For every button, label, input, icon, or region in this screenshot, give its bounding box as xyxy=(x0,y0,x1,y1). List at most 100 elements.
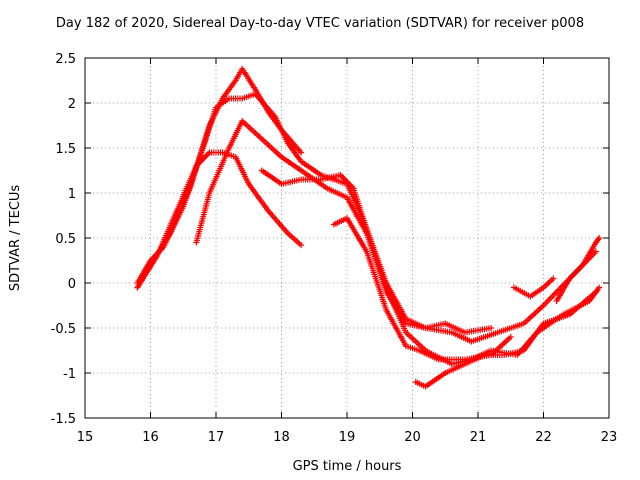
data-point xyxy=(568,277,571,280)
data-point xyxy=(287,142,289,145)
data-point xyxy=(595,250,597,253)
data-point xyxy=(464,363,466,365)
y-tick-label: 0.5 xyxy=(55,232,76,247)
x-tick-label: 22 xyxy=(535,430,552,445)
data-point xyxy=(234,79,237,82)
series-markers xyxy=(258,167,603,367)
data-point xyxy=(490,327,492,329)
data-point xyxy=(568,313,571,316)
series-track-7 xyxy=(412,289,599,390)
data-point xyxy=(424,385,427,388)
x-axis-label: GPS time / hours xyxy=(293,459,402,474)
data-point xyxy=(582,264,584,266)
data-point xyxy=(287,232,289,235)
data-point xyxy=(424,327,427,329)
data-point xyxy=(300,160,302,163)
data-point xyxy=(261,138,263,140)
data-point xyxy=(542,286,545,289)
chart-title: Day 182 of 2020, Sidereal Day-to-day VTE… xyxy=(55,16,585,31)
y-tick-label: -1 xyxy=(63,367,76,382)
data-point xyxy=(451,331,453,334)
data-point xyxy=(513,286,515,289)
data-point xyxy=(523,322,525,325)
data-point xyxy=(339,174,342,176)
data-point xyxy=(300,169,302,172)
data-point xyxy=(437,358,440,361)
y-tick-label: 2 xyxy=(68,97,76,112)
series-track-1 xyxy=(134,91,495,336)
data-point xyxy=(598,237,600,239)
data-point xyxy=(444,322,447,325)
data-point xyxy=(156,255,158,257)
data-point xyxy=(254,88,257,91)
data-point xyxy=(496,331,499,334)
data-point xyxy=(352,187,355,190)
data-point xyxy=(555,300,558,302)
data-point xyxy=(470,340,473,343)
data-point xyxy=(280,156,283,158)
data-point xyxy=(280,129,283,131)
data-point xyxy=(320,178,322,181)
series-track-9 xyxy=(553,235,603,304)
series-layer xyxy=(134,65,603,390)
series-markers xyxy=(511,275,557,300)
data-point xyxy=(509,336,512,338)
data-point xyxy=(542,322,545,325)
data-point xyxy=(346,217,348,219)
data-point xyxy=(503,354,506,356)
y-tick-label: -0.5 xyxy=(51,322,76,337)
data-point xyxy=(451,363,453,365)
data-point xyxy=(385,309,388,311)
data-point xyxy=(542,304,545,307)
data-point xyxy=(195,165,198,167)
data-point xyxy=(280,183,283,185)
data-point xyxy=(595,291,597,293)
x-tick-label: 17 xyxy=(208,430,225,445)
data-point xyxy=(483,354,486,356)
y-tick-label: 1.5 xyxy=(55,142,76,157)
data-point xyxy=(523,349,525,352)
series-markers xyxy=(330,215,514,363)
data-point xyxy=(414,381,417,383)
data-point xyxy=(228,97,230,100)
data-point xyxy=(241,97,243,100)
data-point xyxy=(208,124,211,127)
data-point xyxy=(300,244,302,246)
series-markers xyxy=(134,65,305,291)
axis-ticks: 15 16 17 18 19 20 21 22 23 -1.5 -1 -0.5 0 0.5 1 1.5 2 2.5 xyxy=(51,52,618,445)
data-point xyxy=(241,68,243,70)
data-point xyxy=(136,286,139,289)
data-point xyxy=(234,156,237,158)
data-point xyxy=(405,331,407,334)
data-point xyxy=(267,210,270,212)
series-track-2 xyxy=(134,65,305,291)
data-point xyxy=(365,228,368,230)
series-track-8 xyxy=(511,275,557,300)
data-point xyxy=(267,111,270,113)
data-point xyxy=(405,345,407,347)
data-point xyxy=(464,331,466,334)
data-point xyxy=(333,223,335,226)
data-point xyxy=(595,241,597,244)
data-point xyxy=(241,120,243,122)
data-point xyxy=(300,178,302,181)
data-point xyxy=(195,241,198,244)
series-markers xyxy=(134,91,495,336)
x-tick-label: 18 xyxy=(273,430,290,445)
data-point xyxy=(300,151,302,154)
data-point xyxy=(175,210,178,212)
data-point xyxy=(247,183,250,185)
x-tick-label: 19 xyxy=(339,430,356,445)
data-point xyxy=(529,295,532,298)
y-tick-label: 0 xyxy=(68,277,76,292)
data-point xyxy=(221,97,224,100)
data-point xyxy=(464,358,466,361)
data-point xyxy=(346,196,348,199)
data-point xyxy=(261,169,263,172)
data-point xyxy=(208,151,211,154)
data-point xyxy=(552,277,555,280)
series-track-6 xyxy=(330,215,514,363)
y-axis-label: SDTVAR / TECUs xyxy=(8,185,23,292)
data-point xyxy=(228,147,230,149)
